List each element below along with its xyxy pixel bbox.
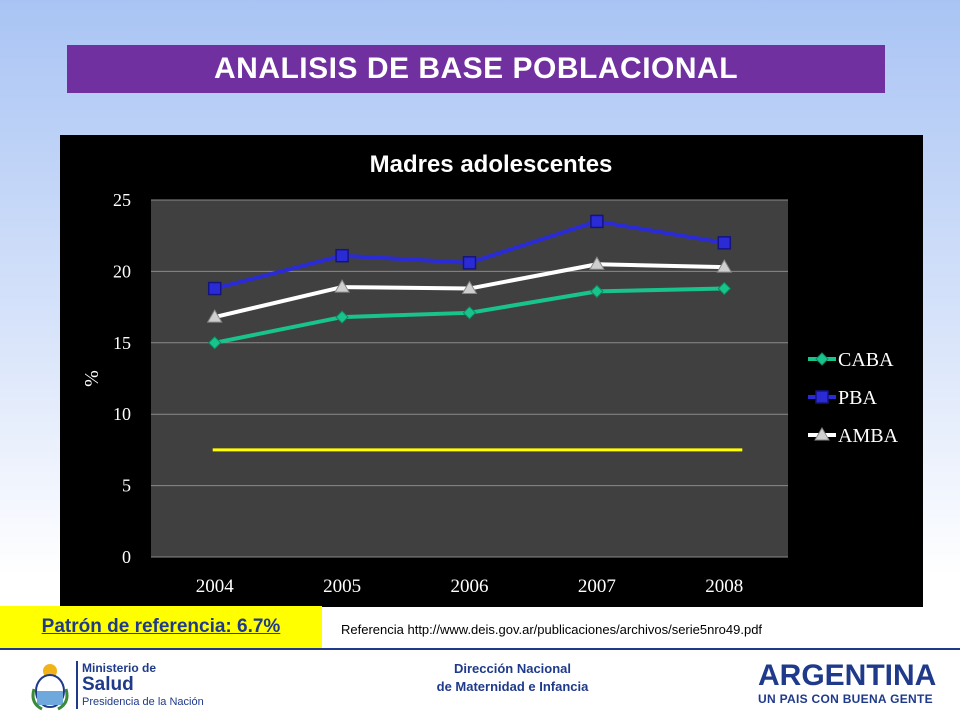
- line-chart: Madres adolescentes 0 5 10 15 20 25% 2004 2005 20…: [81, 151, 899, 597]
- page-title: ANALISIS DE BASE POBLACIONAL: [67, 45, 885, 93]
- data-point-caba: [717, 281, 732, 296]
- department-line-1: Dirección Nacional: [453, 661, 572, 676]
- y-axis-label: %: [81, 370, 103, 387]
- ministry-line-3: Presidencia de la Nación: [82, 696, 204, 708]
- ministry-text: Ministerio de Salud Presidencia de la Na…: [76, 661, 204, 709]
- data-point-caba: [335, 310, 349, 324]
- argentina-brand-logo: ARGENTINA UN PAIS CON BUENA GENTE: [758, 660, 938, 710]
- legend-label-pba: PBA: [838, 387, 877, 409]
- y-tick-label: 10: [113, 404, 131, 424]
- ministry-line-2: Salud: [82, 674, 134, 695]
- plot-area: [151, 200, 788, 557]
- national-seal-icon: [30, 659, 70, 711]
- y-tick-label: 0: [122, 547, 131, 567]
- x-tick-label: 2008: [705, 576, 743, 597]
- x-tick-label: 2004: [196, 576, 235, 597]
- argentina-tagline: UN PAIS CON BUENA GENTE: [758, 692, 933, 706]
- data-point-amba: [461, 280, 478, 295]
- legend-marker-pba: [815, 390, 829, 404]
- chart-title: Madres adolescentes: [370, 151, 613, 178]
- y-tick-label: 20: [113, 261, 131, 281]
- data-point-caba: [207, 336, 222, 350]
- chart-container: Madres adolescentes 0 5 10 15 20 25% 2004 2005 20…: [60, 135, 923, 607]
- data-point-amba: [716, 259, 733, 273]
- ministry-logo: Ministerio de Salud Presidencia de la Na…: [30, 656, 230, 714]
- footer-divider: [0, 648, 960, 650]
- y-tick-label: 15: [113, 333, 131, 353]
- reference-pattern-label: Patrón de referencia: 6.7%: [0, 606, 322, 648]
- department-line-2: de Maternidad e Infancia: [436, 679, 589, 694]
- reference-source-text: Referencia http://www.deis.gov.ar/public…: [341, 622, 763, 637]
- ministry-line-1: Ministerio de: [82, 661, 157, 675]
- y-tick-label: 5: [122, 476, 131, 496]
- legend-label-amba: AMBA: [838, 425, 899, 447]
- data-point-amba: [206, 309, 223, 323]
- x-tick-label: 2006: [451, 576, 489, 597]
- data-point-caba: [462, 306, 477, 320]
- legend-label-caba: CABA: [838, 349, 894, 371]
- data-point-pba: [207, 281, 222, 296]
- data-point-pba: [590, 214, 604, 229]
- x-tick-label: 2005: [323, 576, 361, 597]
- data-point-pba: [462, 256, 477, 270]
- data-point-pba: [717, 236, 732, 250]
- argentina-word: ARGENTINA: [758, 659, 937, 692]
- data-point-pba: [335, 248, 349, 263]
- data-point-caba: [590, 284, 604, 299]
- legend-marker-amba: [814, 427, 830, 441]
- footer-department: Dirección Nacional de Maternidad e Infan…: [380, 660, 645, 696]
- data-point-amba: [589, 256, 605, 270]
- x-tick-label: 2007: [578, 576, 616, 597]
- data-point-amba: [334, 279, 350, 293]
- legend-marker-caba: [815, 352, 829, 366]
- y-tick-label: 25: [113, 190, 131, 210]
